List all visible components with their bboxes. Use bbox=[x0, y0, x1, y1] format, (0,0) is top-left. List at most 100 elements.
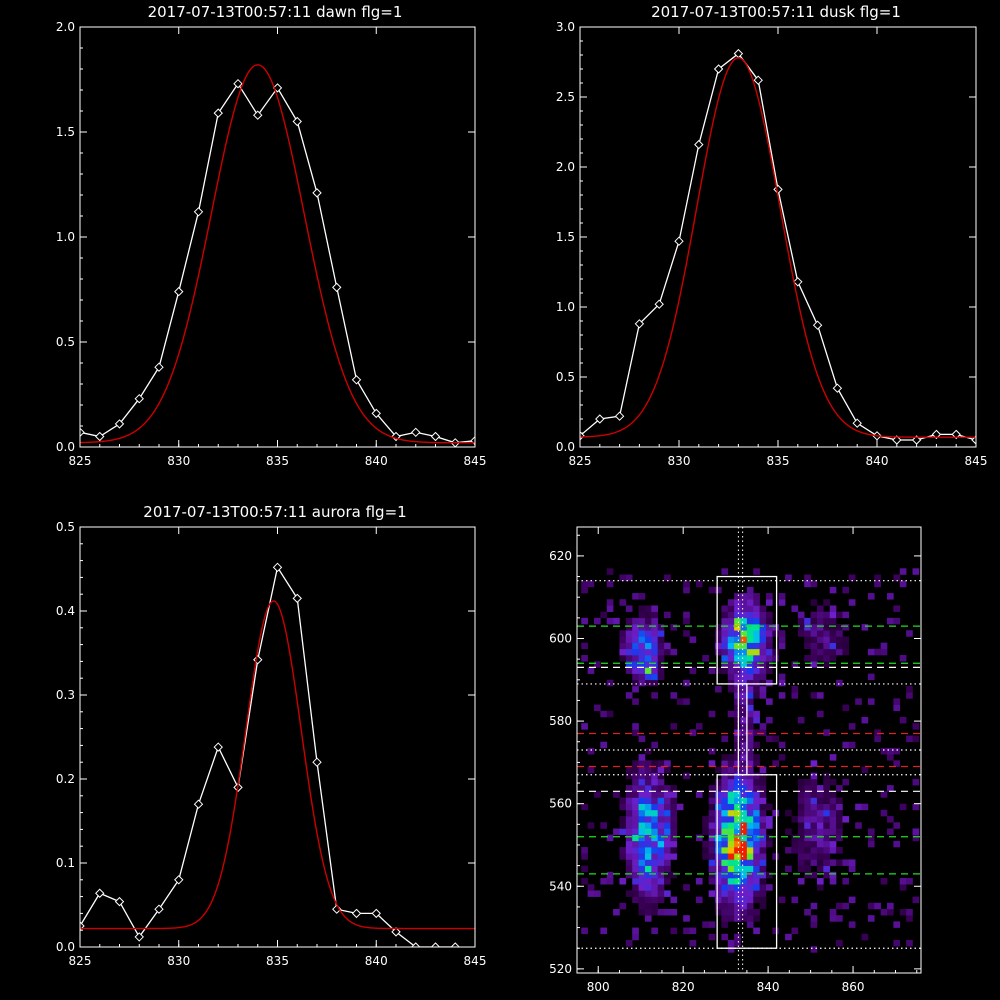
heatmap-cell bbox=[651, 766, 658, 774]
dawn-plot: 825 830 835 840 845 0.0 0.5 1.0 1.5 2.0 bbox=[56, 20, 487, 468]
heatmap-cell bbox=[797, 865, 805, 873]
heatmap-cell bbox=[664, 878, 671, 885]
heatmap-cell bbox=[670, 648, 678, 656]
heatmap-cell bbox=[638, 847, 646, 854]
heatmap-cell bbox=[727, 673, 735, 681]
dusk-data-point bbox=[580, 431, 585, 441]
dawn-series-group bbox=[80, 64, 475, 447]
heatmap-cell bbox=[657, 865, 665, 873]
heatmap-cell bbox=[708, 921, 716, 928]
heatmap-cell bbox=[727, 605, 735, 612]
dawn-xtick-label: 835 bbox=[266, 454, 289, 468]
aurora-data-point bbox=[134, 932, 144, 942]
heatmap-cell bbox=[657, 673, 665, 681]
heatmap-cell bbox=[638, 766, 646, 774]
heatmap-cell bbox=[581, 803, 588, 811]
heatmap-cell bbox=[740, 828, 748, 835]
heatmap-cell bbox=[721, 617, 729, 625]
heatmap-cell bbox=[664, 766, 671, 774]
heatmap-cell bbox=[664, 834, 671, 842]
heatmap-cell bbox=[638, 636, 646, 643]
heatmap-cell bbox=[657, 890, 665, 897]
heatmap-cell bbox=[880, 648, 888, 656]
heatmap-cell bbox=[823, 828, 830, 835]
heatmap-cell bbox=[836, 648, 843, 656]
heatmap-cell bbox=[727, 630, 735, 637]
heatmap-cell bbox=[746, 642, 754, 650]
heatmap-cell bbox=[823, 797, 830, 804]
heatmap-cell bbox=[753, 840, 760, 848]
heatmap-cell bbox=[632, 890, 639, 897]
aurora-xtick-label: 830 bbox=[167, 954, 190, 968]
heatmap-cell bbox=[816, 859, 824, 866]
heatmap-cell bbox=[606, 568, 614, 575]
heatmap-cell bbox=[734, 723, 741, 730]
heatmap-cell bbox=[651, 679, 658, 687]
heatmap-cell bbox=[765, 840, 773, 848]
heatmap-cell bbox=[893, 574, 901, 581]
heatmap-cell bbox=[836, 816, 843, 823]
aurora-data-point bbox=[312, 757, 322, 767]
aurora-fit-curve bbox=[80, 600, 475, 930]
heatmap-cell bbox=[644, 636, 652, 643]
dawn-data-point bbox=[371, 408, 381, 419]
heatmap-cell bbox=[842, 642, 850, 650]
heatmap-cell bbox=[816, 642, 824, 650]
heatmap-cell bbox=[644, 816, 652, 823]
heatmap-cell bbox=[651, 636, 658, 643]
heatmap-cell bbox=[644, 630, 652, 637]
image-ytick-label: 560 bbox=[549, 797, 572, 811]
heatmap-cell bbox=[715, 902, 722, 910]
dusk-xtick-label: 835 bbox=[767, 454, 790, 468]
heatmap-cell bbox=[715, 896, 722, 904]
heatmap-cell bbox=[664, 853, 671, 860]
heatmap-cell bbox=[772, 655, 780, 662]
heatmap-cell bbox=[848, 723, 856, 730]
heatmap-cell bbox=[785, 933, 792, 941]
heatmap-cell bbox=[657, 871, 665, 879]
heatmap-cell bbox=[842, 636, 850, 643]
heatmap-cell bbox=[740, 816, 748, 823]
heatmap-cell bbox=[613, 617, 620, 625]
heatmap-cell bbox=[893, 698, 901, 705]
dusk-ytick-label: 2.5 bbox=[556, 90, 575, 104]
heatmap-cell bbox=[708, 834, 716, 842]
heatmap-cell bbox=[785, 865, 792, 873]
heatmap-cell bbox=[842, 778, 850, 786]
heatmap-cell bbox=[651, 927, 658, 935]
heatmap-cell bbox=[740, 878, 748, 885]
dusk-data-point bbox=[892, 435, 902, 445]
heatmap-cell bbox=[727, 890, 735, 897]
heatmap-cell bbox=[804, 580, 811, 588]
heatmap-cell bbox=[715, 890, 722, 897]
heatmap-cell bbox=[778, 741, 786, 749]
heatmap-cell bbox=[823, 624, 830, 631]
heatmap-cell bbox=[581, 580, 588, 588]
heatmap-cell bbox=[734, 735, 741, 743]
heatmap-cell bbox=[880, 747, 888, 755]
heatmap-cell bbox=[753, 648, 760, 656]
heatmap-cell bbox=[906, 630, 913, 637]
heatmap-cell bbox=[823, 822, 830, 829]
heatmap-cell bbox=[727, 785, 735, 792]
heatmap-cell bbox=[753, 642, 760, 650]
heatmap-cell bbox=[619, 822, 627, 829]
heatmap-cell bbox=[670, 624, 678, 631]
heatmap-cell bbox=[651, 878, 658, 885]
heatmap-cell bbox=[708, 809, 716, 817]
heatmap-cell bbox=[810, 797, 818, 804]
heatmap-cell bbox=[727, 896, 735, 904]
heatmap-cell bbox=[664, 760, 671, 767]
heatmap-cell bbox=[625, 692, 633, 699]
heatmap-cell bbox=[842, 648, 850, 656]
heatmap-cell bbox=[746, 723, 754, 730]
heatmap-cell bbox=[759, 679, 767, 687]
heatmap-cell bbox=[804, 908, 811, 916]
heatmap-cell bbox=[797, 853, 805, 860]
heatmap-cell bbox=[651, 785, 658, 792]
heatmap-cell bbox=[638, 890, 646, 897]
heatmap-cell bbox=[753, 568, 760, 575]
heatmap-cell bbox=[842, 741, 850, 749]
heatmap-cell bbox=[651, 908, 658, 916]
